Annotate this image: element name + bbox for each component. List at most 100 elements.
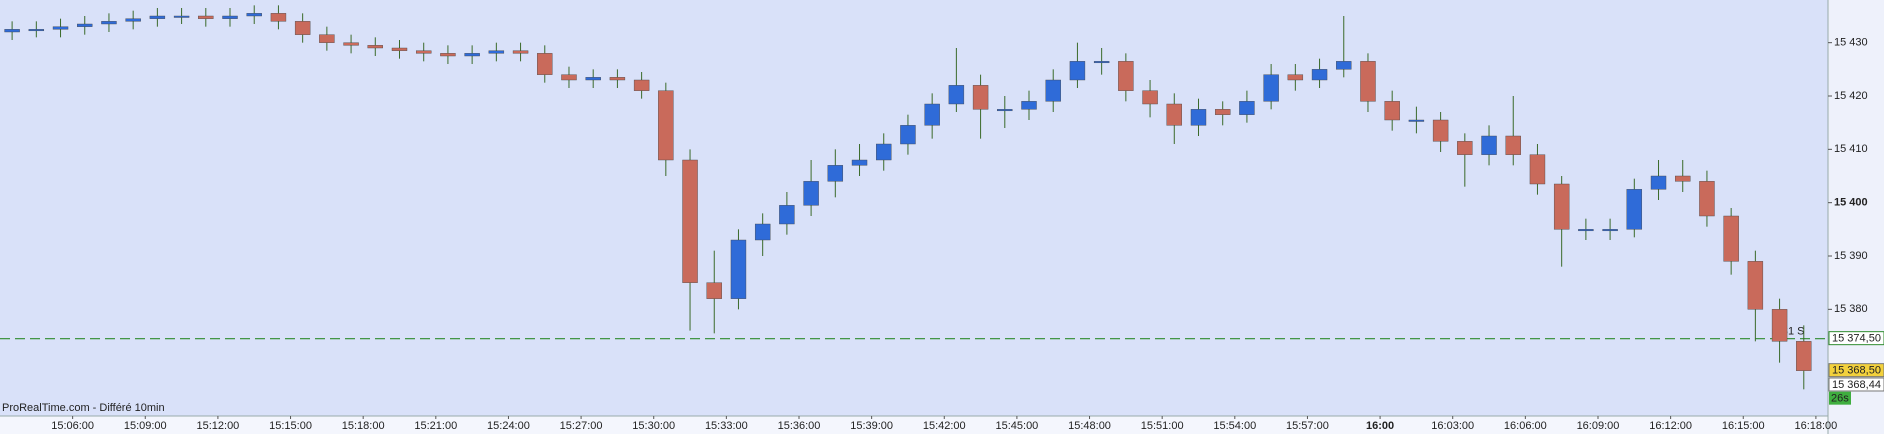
candle-body [440,53,456,57]
candle-body [198,15,214,19]
candle-body [464,53,480,57]
candle-body [682,159,698,283]
candle-body [1021,101,1037,110]
x-tick-label: 15:30:00 [632,420,675,432]
x-tick-label: 15:33:00 [705,420,748,432]
candle-body [876,143,892,161]
price-tag-label: 15 368,44 [1832,379,1881,391]
candle-body [633,79,650,91]
candle-body [1481,135,1497,155]
price-tag-label: 15 368,50 [1832,365,1881,377]
level-tag [1828,331,1884,346]
candle-body [391,47,408,51]
candle-body [1747,261,1764,310]
candle-body [779,205,795,225]
candle-body [1408,119,1425,122]
candle-body [367,45,383,49]
x-tick-label: 16:03:00 [1431,420,1474,432]
candle-body [1626,189,1643,230]
price-tag [1828,377,1884,392]
candle-body [4,29,20,33]
x-tick-label: 15:51:00 [1141,420,1184,432]
candle-body [101,21,117,25]
level-tag-label: 15 374,50 [1832,333,1881,345]
y-tick-label: 15 400 [1834,197,1868,209]
candle-body [609,77,626,81]
candle-body [1771,309,1788,342]
y-tick-label: 15 420 [1834,90,1868,102]
candle-body [1360,61,1376,102]
x-axis-background [0,416,1828,434]
candle-body [997,109,1013,112]
candle-body [1553,183,1570,230]
x-tick-label: 15:39:00 [850,420,893,432]
candle-body [972,85,989,110]
candle-body [803,181,819,206]
candle-body [1457,141,1473,155]
candle-body [1093,61,1110,64]
candle-body [1287,74,1304,81]
candle-body [1650,175,1667,190]
candle-body [1723,215,1739,262]
candle-body [827,165,844,182]
candle-body [1214,109,1231,115]
candle-body [754,223,771,241]
candle-body [1796,341,1812,371]
x-tick-label: 15:57:00 [1286,420,1329,432]
candle-body [1336,61,1352,70]
timer-label: 26s [1831,393,1849,405]
candle-body [512,50,529,54]
candle-body [222,15,238,19]
candle-body [52,26,69,30]
candle-body [1384,101,1400,121]
x-tick-label: 15:42:00 [923,420,966,432]
candle-body [149,15,166,19]
source: ProRealTime.com - Différé 10min [2,402,165,414]
x-tick-label: 15:09:00 [124,420,167,432]
x-tick-label: 15:12:00 [196,420,239,432]
candle-body [1045,79,1061,102]
candle-body [1239,101,1255,115]
candle-body [1432,119,1449,142]
candle-body [1166,103,1182,126]
x-tick-label: 16:18:00 [1794,420,1837,432]
candle-body [416,50,432,54]
candle-body [125,18,141,22]
candle-body [1142,90,1158,105]
y-tick-label: 15 390 [1834,250,1868,262]
candle-body [585,77,601,81]
candle-body [924,103,940,126]
candle-body [1069,61,1086,81]
y-tick-label: 15 430 [1834,37,1868,49]
candle-body [948,85,965,105]
x-tick-label: 15:36:00 [778,420,821,432]
candle-body [1578,229,1594,232]
candle-body [1602,229,1618,232]
candle-body [173,15,190,18]
price-tag [1828,363,1884,378]
timer-tag [1829,391,1851,405]
candle-body [246,13,262,17]
candle-body [1505,135,1521,155]
candle-body [706,282,722,299]
x-tick-label: 16:09:00 [1577,420,1620,432]
x-tick-label: 15:48:00 [1068,420,1111,432]
x-tick-label: 15:27:00 [560,420,603,432]
x-tick-label: 15:54:00 [1213,420,1256,432]
candle-body [1263,74,1279,102]
candle-body [900,125,916,145]
candle-body [488,50,505,54]
x-tick-label: 16:12:00 [1649,420,1692,432]
plot-background [0,0,1828,416]
y-tick-label: 15 380 [1834,303,1868,315]
candle-body [270,13,287,22]
y-axis-background [1828,0,1884,434]
candle-body [1699,181,1715,217]
candle-body [730,239,747,299]
candle-body [561,74,577,81]
x-tick-label: 15:15:00 [269,420,312,432]
candle-body [1311,69,1328,81]
candle-body [1118,61,1134,91]
candle-body [851,159,868,166]
